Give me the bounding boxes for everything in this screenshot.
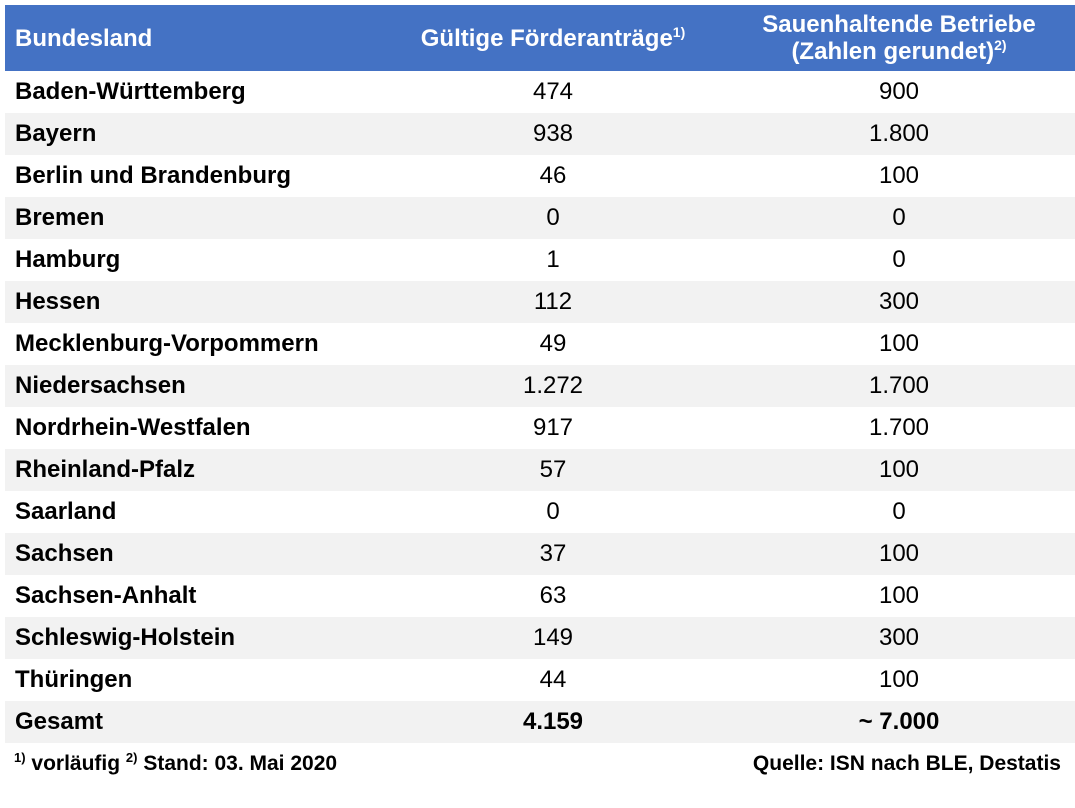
header-sauenhaltende-betriebe: Sauenhaltende Betriebe (Zahlen gerundet)2…	[723, 5, 1075, 71]
cell-bundesland: Berlin und Brandenburg	[15, 162, 291, 189]
table-row: Schleswig-Holstein 149 300	[5, 617, 1075, 659]
table-row: Hamburg 1 0	[5, 239, 1075, 281]
cell-bundesland: Schleswig-Holstein	[15, 624, 236, 651]
table-row: Rheinland-Pfalz 57 100	[5, 449, 1075, 491]
cell-bundesland: Niedersachsen	[15, 372, 186, 399]
table-row: Nordrhein-Westfalen 917 1.700	[5, 407, 1075, 449]
table-row: Sachsen-Anhalt 63 100	[5, 575, 1075, 617]
cell-bundesland: Rheinland-Pfalz	[15, 456, 196, 483]
table-row: Niedersachsen 1.272 1.700	[5, 365, 1075, 407]
cell-antraege: 1	[546, 246, 560, 273]
cell-bundesland: Sachsen-Anhalt	[15, 582, 197, 609]
header-betriebe-line2: (Zahlen gerundet)	[791, 38, 995, 65]
cell-bundesland: Saarland	[15, 498, 117, 525]
table-row: Bayern 938 1.800	[5, 113, 1075, 155]
total-label: Gesamt	[15, 708, 104, 735]
table-row: Bremen 0 0	[5, 197, 1075, 239]
cell-bundesland: Hamburg	[15, 246, 121, 273]
table-body: Baden-Württemberg 474 900 Bayern 938 1.800 B…	[5, 71, 1075, 743]
cell-betriebe: 0	[892, 204, 906, 231]
table-row: Saarland 0 0	[5, 491, 1075, 533]
table-row: Berlin und Brandenburg 46 100	[5, 155, 1075, 197]
header-foerderantraege-footnote: 1)	[672, 23, 686, 40]
cell-betriebe: 100	[878, 330, 920, 357]
cell-antraege: 49	[539, 330, 567, 357]
cell-betriebe: 900	[878, 78, 920, 105]
cell-betriebe: 100	[878, 162, 920, 189]
cell-antraege: 46	[539, 162, 567, 189]
cell-antraege: 0	[546, 204, 560, 231]
table-row: Mecklenburg-Vorpommern 49 100	[5, 323, 1075, 365]
data-table: Bundesland Gültige Förderanträge1) Sauen…	[5, 5, 1075, 743]
footnote-1-marker: 1)	[14, 750, 26, 765]
cell-bundesland: Sachsen	[15, 540, 114, 567]
footnote-2-marker: 2)	[125, 750, 138, 765]
table-row: Baden-Württemberg 474 900	[5, 71, 1075, 113]
cell-bundesland: Mecklenburg-Vorpommern	[15, 330, 319, 357]
cell-antraege: 37	[539, 540, 567, 567]
cell-betriebe: 100	[878, 582, 920, 609]
footnote-2-text: Stand: 03. Mai 2020	[137, 752, 338, 775]
cell-bundesland: Baden-Württemberg	[15, 78, 246, 105]
cell-betriebe: 100	[878, 540, 920, 567]
header-betriebe-footnote: 2)	[994, 37, 1007, 53]
cell-bundesland: Thüringen	[15, 666, 133, 693]
cell-antraege: 112	[533, 288, 573, 315]
header-betriebe-line1: Sauenhaltende Betriebe	[762, 11, 1036, 38]
cell-antraege: 149	[532, 624, 574, 651]
cell-betriebe: 100	[878, 666, 920, 693]
cell-betriebe: 100	[878, 456, 920, 483]
table-header: Bundesland Gültige Förderanträge1) Sauen…	[5, 5, 1075, 71]
cell-antraege: 63	[539, 582, 567, 609]
footnote-1-text: vorläufig	[25, 752, 126, 775]
cell-bundesland: Bremen	[15, 204, 105, 231]
source-note: Quelle: ISN nach BLE, Destatis	[752, 752, 1061, 775]
cell-betriebe: 1.700	[868, 414, 930, 441]
header-row: Bundesland Gültige Förderanträge1) Sauen…	[5, 5, 1075, 71]
cell-antraege: 917	[532, 414, 574, 441]
header-bundesland-label: Bundesland	[15, 24, 153, 52]
table-row: Hessen 112 300	[5, 281, 1075, 323]
cell-bundesland: Bayern	[15, 120, 97, 147]
cell-antraege: 474	[532, 78, 574, 105]
cell-antraege: 44	[539, 666, 567, 693]
cell-betriebe: 1.800	[868, 120, 930, 147]
cell-antraege: 1.272	[522, 372, 584, 399]
cell-bundesland: Nordrhein-Westfalen	[15, 414, 251, 441]
cell-betriebe: 300	[878, 288, 920, 315]
cell-antraege: 938	[532, 120, 574, 147]
total-row: Gesamt 4.159 ~ 7.000	[5, 701, 1075, 743]
cell-antraege: 0	[546, 498, 560, 525]
total-betriebe: ~ 7.000	[858, 708, 940, 735]
cell-betriebe: 1.700	[868, 372, 930, 399]
total-antraege: 4.159	[522, 708, 584, 735]
header-foerderantraege: Gültige Förderanträge1)	[383, 5, 723, 71]
cell-betriebe: 300	[878, 624, 920, 651]
cell-antraege: 57	[539, 456, 567, 483]
table-row: Thüringen 44 100	[5, 659, 1075, 701]
cell-betriebe: 0	[892, 498, 906, 525]
cell-betriebe: 0	[892, 246, 906, 273]
cell-bundesland: Hessen	[15, 288, 101, 315]
header-bundesland: Bundesland	[5, 5, 383, 71]
header-foerderantraege-label: Gültige Förderanträge	[420, 24, 673, 52]
table-row: Sachsen 37 100	[5, 533, 1075, 575]
footnotes: 1) vorläufig 2) Stand: 03. Mai 2020	[14, 750, 338, 776]
